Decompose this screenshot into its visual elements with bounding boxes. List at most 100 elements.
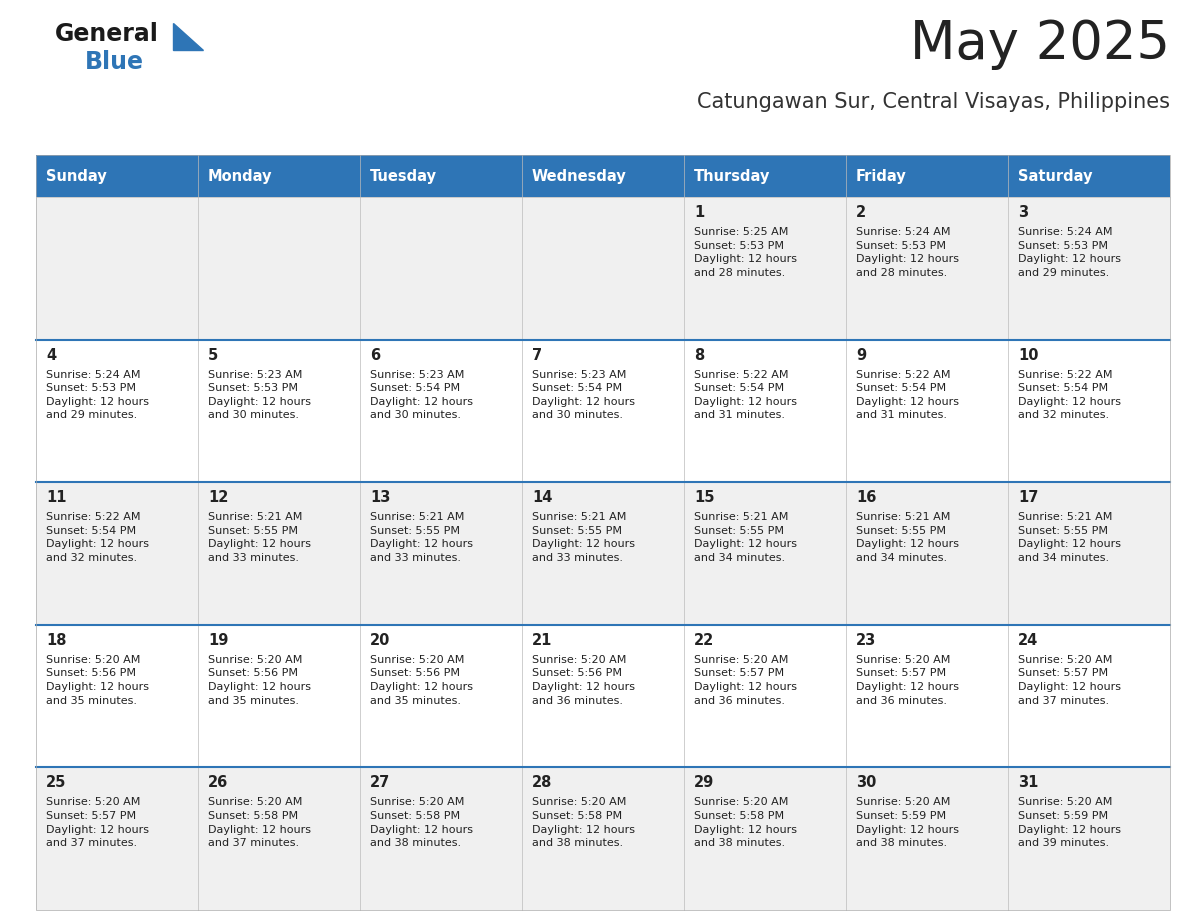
Text: Sunrise: 5:20 AM
Sunset: 5:56 PM
Daylight: 12 hours
and 36 minutes.: Sunrise: 5:20 AM Sunset: 5:56 PM Dayligh… [532, 655, 636, 706]
Text: May 2025: May 2025 [910, 18, 1170, 70]
Text: 10: 10 [1018, 348, 1038, 363]
Text: 4: 4 [46, 348, 56, 363]
Bar [36, 625, 198, 767]
Bar [522, 625, 684, 767]
Bar [198, 482, 360, 625]
Bar [360, 155, 522, 197]
Text: General: General [55, 22, 159, 46]
Text: 6: 6 [369, 348, 380, 363]
Bar [522, 155, 684, 197]
Bar [522, 197, 684, 340]
Bar [1007, 197, 1170, 340]
Text: 3: 3 [1018, 205, 1028, 220]
Text: 26: 26 [208, 776, 228, 790]
Text: 11: 11 [46, 490, 67, 505]
Bar [360, 340, 522, 482]
Text: Sunrise: 5:21 AM
Sunset: 5:55 PM
Daylight: 12 hours
and 33 minutes.: Sunrise: 5:21 AM Sunset: 5:55 PM Dayligh… [208, 512, 311, 563]
Bar [522, 482, 684, 625]
Text: Wednesday: Wednesday [532, 169, 627, 184]
Text: Sunrise: 5:20 AM
Sunset: 5:57 PM
Daylight: 12 hours
and 37 minutes.: Sunrise: 5:20 AM Sunset: 5:57 PM Dayligh… [46, 798, 148, 848]
Text: Sunrise: 5:22 AM
Sunset: 5:54 PM
Daylight: 12 hours
and 31 minutes.: Sunrise: 5:22 AM Sunset: 5:54 PM Dayligh… [857, 370, 959, 420]
Text: 9: 9 [857, 348, 866, 363]
Text: 20: 20 [369, 633, 391, 648]
Text: Sunrise: 5:23 AM
Sunset: 5:54 PM
Daylight: 12 hours
and 30 minutes.: Sunrise: 5:23 AM Sunset: 5:54 PM Dayligh… [369, 370, 473, 420]
Bar [36, 340, 198, 482]
Text: Sunrise: 5:21 AM
Sunset: 5:55 PM
Daylight: 12 hours
and 33 minutes.: Sunrise: 5:21 AM Sunset: 5:55 PM Dayligh… [369, 512, 473, 563]
Bar [684, 340, 846, 482]
Bar [684, 767, 846, 910]
Text: Sunrise: 5:20 AM
Sunset: 5:57 PM
Daylight: 12 hours
and 36 minutes.: Sunrise: 5:20 AM Sunset: 5:57 PM Dayligh… [857, 655, 959, 706]
Text: Sunrise: 5:20 AM
Sunset: 5:58 PM
Daylight: 12 hours
and 38 minutes.: Sunrise: 5:20 AM Sunset: 5:58 PM Dayligh… [532, 798, 636, 848]
Bar [360, 767, 522, 910]
Text: Blue: Blue [86, 50, 144, 74]
Text: Sunrise: 5:22 AM
Sunset: 5:54 PM
Daylight: 12 hours
and 32 minutes.: Sunrise: 5:22 AM Sunset: 5:54 PM Dayligh… [1018, 370, 1121, 420]
Bar [36, 482, 198, 625]
Bar [198, 197, 360, 340]
Text: 14: 14 [532, 490, 552, 505]
Text: 18: 18 [46, 633, 67, 648]
Bar [1007, 155, 1170, 197]
Bar [198, 767, 360, 910]
Text: 22: 22 [694, 633, 714, 648]
Text: Sunrise: 5:24 AM
Sunset: 5:53 PM
Daylight: 12 hours
and 29 minutes.: Sunrise: 5:24 AM Sunset: 5:53 PM Dayligh… [1018, 227, 1121, 278]
Text: 21: 21 [532, 633, 552, 648]
Bar [198, 625, 360, 767]
Text: Sunrise: 5:20 AM
Sunset: 5:58 PM
Daylight: 12 hours
and 38 minutes.: Sunrise: 5:20 AM Sunset: 5:58 PM Dayligh… [369, 798, 473, 848]
Text: Catungawan Sur, Central Visayas, Philippines: Catungawan Sur, Central Visayas, Philipp… [697, 92, 1170, 112]
Text: 19: 19 [208, 633, 228, 648]
Bar [846, 482, 1007, 625]
Text: Sunrise: 5:21 AM
Sunset: 5:55 PM
Daylight: 12 hours
and 34 minutes.: Sunrise: 5:21 AM Sunset: 5:55 PM Dayligh… [1018, 512, 1121, 563]
Text: 30: 30 [857, 776, 877, 790]
Text: Friday: Friday [857, 169, 906, 184]
Text: Sunrise: 5:22 AM
Sunset: 5:54 PM
Daylight: 12 hours
and 31 minutes.: Sunrise: 5:22 AM Sunset: 5:54 PM Dayligh… [694, 370, 797, 420]
Bar [36, 155, 198, 197]
Polygon shape [173, 23, 203, 50]
Text: 5: 5 [208, 348, 219, 363]
Text: 25: 25 [46, 776, 67, 790]
Bar [846, 625, 1007, 767]
Text: 7: 7 [532, 348, 542, 363]
Text: Sunrise: 5:20 AM
Sunset: 5:57 PM
Daylight: 12 hours
and 36 minutes.: Sunrise: 5:20 AM Sunset: 5:57 PM Dayligh… [694, 655, 797, 706]
Bar [360, 197, 522, 340]
Text: 13: 13 [369, 490, 391, 505]
Text: 28: 28 [532, 776, 552, 790]
Text: Sunrise: 5:20 AM
Sunset: 5:59 PM
Daylight: 12 hours
and 39 minutes.: Sunrise: 5:20 AM Sunset: 5:59 PM Dayligh… [1018, 798, 1121, 848]
Text: Saturday: Saturday [1018, 169, 1093, 184]
Text: Sunrise: 5:23 AM
Sunset: 5:54 PM
Daylight: 12 hours
and 30 minutes.: Sunrise: 5:23 AM Sunset: 5:54 PM Dayligh… [532, 370, 636, 420]
Text: 24: 24 [1018, 633, 1038, 648]
Text: Sunrise: 5:23 AM
Sunset: 5:53 PM
Daylight: 12 hours
and 30 minutes.: Sunrise: 5:23 AM Sunset: 5:53 PM Dayligh… [208, 370, 311, 420]
Bar [36, 155, 1170, 910]
Text: 8: 8 [694, 348, 704, 363]
Bar [846, 197, 1007, 340]
Text: Sunrise: 5:24 AM
Sunset: 5:53 PM
Daylight: 12 hours
and 28 minutes.: Sunrise: 5:24 AM Sunset: 5:53 PM Dayligh… [857, 227, 959, 278]
Text: 2: 2 [857, 205, 866, 220]
Bar [684, 482, 846, 625]
Text: Sunrise: 5:20 AM
Sunset: 5:57 PM
Daylight: 12 hours
and 37 minutes.: Sunrise: 5:20 AM Sunset: 5:57 PM Dayligh… [1018, 655, 1121, 706]
Text: 1: 1 [694, 205, 704, 220]
Bar [198, 340, 360, 482]
Text: Tuesday: Tuesday [369, 169, 437, 184]
Text: Sunrise: 5:20 AM
Sunset: 5:58 PM
Daylight: 12 hours
and 37 minutes.: Sunrise: 5:20 AM Sunset: 5:58 PM Dayligh… [208, 798, 311, 848]
Text: Monday: Monday [208, 169, 272, 184]
Bar [1007, 340, 1170, 482]
Text: 12: 12 [208, 490, 228, 505]
Text: Sunrise: 5:22 AM
Sunset: 5:54 PM
Daylight: 12 hours
and 32 minutes.: Sunrise: 5:22 AM Sunset: 5:54 PM Dayligh… [46, 512, 148, 563]
Bar [846, 767, 1007, 910]
Bar [684, 197, 846, 340]
Text: Sunrise: 5:24 AM
Sunset: 5:53 PM
Daylight: 12 hours
and 29 minutes.: Sunrise: 5:24 AM Sunset: 5:53 PM Dayligh… [46, 370, 148, 420]
Text: 15: 15 [694, 490, 714, 505]
Bar [522, 340, 684, 482]
Text: 17: 17 [1018, 490, 1038, 505]
Text: 29: 29 [694, 776, 714, 790]
Text: Sunrise: 5:20 AM
Sunset: 5:58 PM
Daylight: 12 hours
and 38 minutes.: Sunrise: 5:20 AM Sunset: 5:58 PM Dayligh… [694, 798, 797, 848]
Text: Sunrise: 5:20 AM
Sunset: 5:56 PM
Daylight: 12 hours
and 35 minutes.: Sunrise: 5:20 AM Sunset: 5:56 PM Dayligh… [208, 655, 311, 706]
Text: 27: 27 [369, 776, 390, 790]
Text: 23: 23 [857, 633, 877, 648]
Bar [360, 482, 522, 625]
Bar [684, 625, 846, 767]
Text: 16: 16 [857, 490, 877, 505]
Bar [36, 767, 198, 910]
Text: Sunrise: 5:20 AM
Sunset: 5:56 PM
Daylight: 12 hours
and 35 minutes.: Sunrise: 5:20 AM Sunset: 5:56 PM Dayligh… [369, 655, 473, 706]
Text: 31: 31 [1018, 776, 1038, 790]
Bar [846, 155, 1007, 197]
